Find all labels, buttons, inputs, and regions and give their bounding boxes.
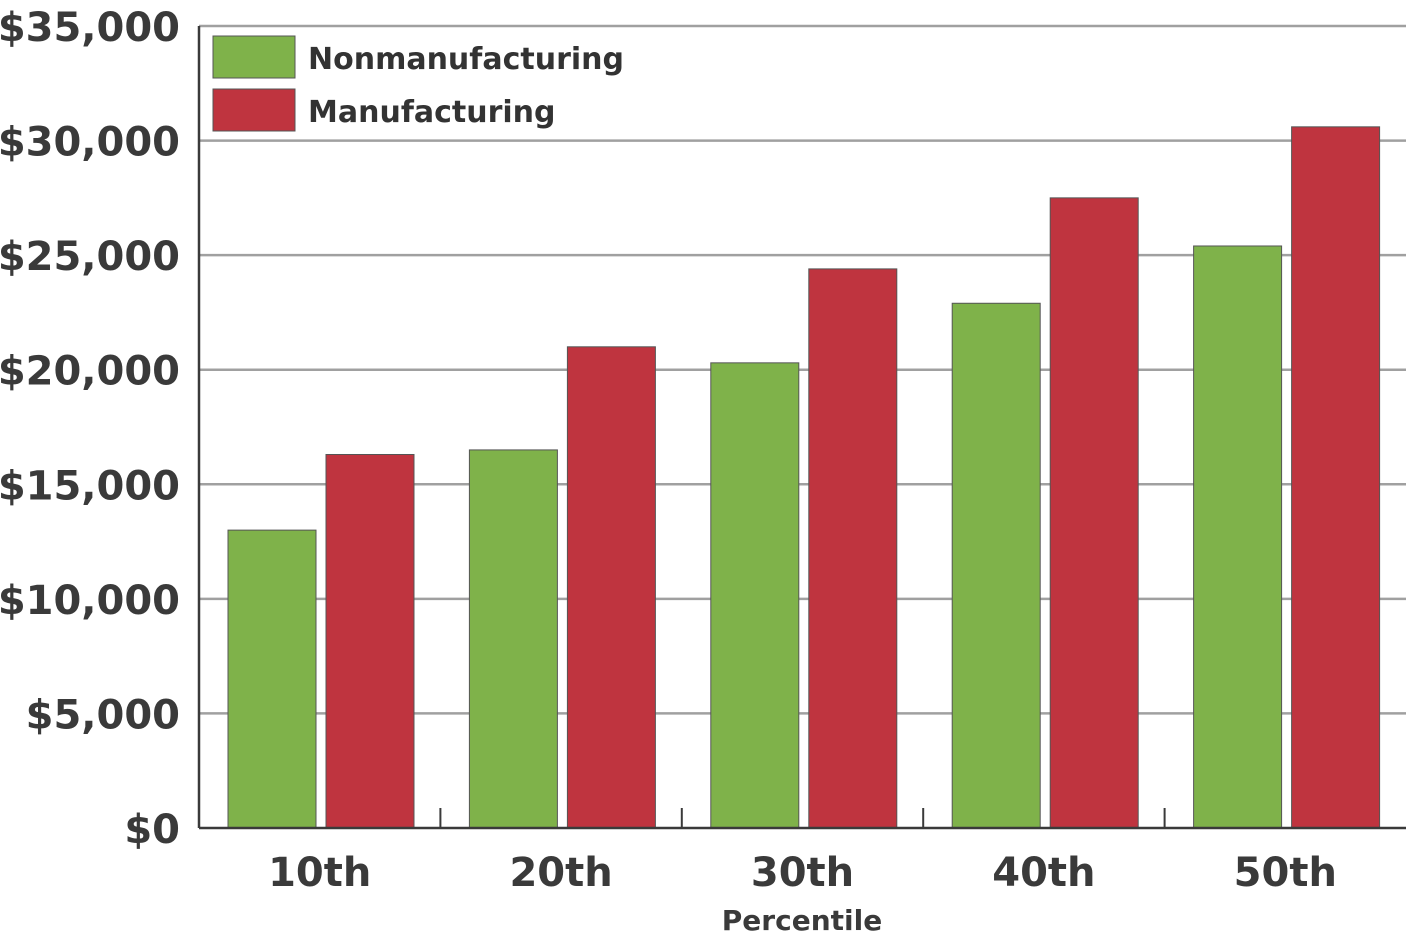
axes: [197, 26, 1406, 830]
bar-nonmanufacturing-40th: [951, 302, 1041, 829]
bars: [227, 126, 1381, 829]
x-tick-label: 20th: [509, 850, 612, 896]
legend-swatch-manufacturing: [212, 88, 296, 132]
y-tick-label: $10,000: [0, 578, 180, 624]
legend-label-manufacturing: Manufacturing: [308, 95, 556, 130]
legend-label-nonmanufacturing: Nonmanufacturing: [308, 42, 624, 77]
y-tick-label: $0: [124, 807, 180, 853]
legend-swatch-nonmanufacturing: [212, 35, 296, 79]
y-tick-label: $20,000: [0, 349, 180, 395]
x-tick-label: 50th: [1234, 850, 1337, 896]
x-tick-label: 30th: [751, 850, 854, 896]
x-axis-label: Percentile: [722, 904, 882, 937]
x-axis-tick-labels: 10th 20th 30th 40th 50th: [268, 850, 1337, 896]
bar-nonmanufacturing-50th: [1193, 245, 1283, 829]
bar-manufacturing-30th: [808, 268, 898, 829]
y-tick-label: $35,000: [0, 5, 180, 51]
bar-nonmanufacturing-10th: [227, 529, 317, 829]
bar-manufacturing-40th: [1049, 197, 1139, 829]
y-axis-tick-labels: $0 $5,000 $10,000 $15,000 $20,000 $25,000 $30,…: [0, 5, 180, 853]
bar-manufacturing-50th: [1291, 126, 1381, 829]
y-tick-label: $25,000: [0, 234, 180, 280]
bar-nonmanufacturing-20th: [468, 449, 558, 829]
y-tick-label: $30,000: [0, 120, 180, 166]
y-tick-label: $15,000: [0, 463, 180, 509]
x-tick-label: 40th: [992, 850, 1095, 896]
bar-manufacturing-20th: [566, 346, 656, 829]
legend: Nonmanufacturing Manufacturing: [212, 35, 624, 132]
x-tick-label: 10th: [268, 850, 371, 896]
bar-nonmanufacturing-30th: [710, 362, 800, 829]
bar-manufacturing-10th: [325, 453, 415, 829]
y-tick-label: $5,000: [26, 692, 180, 738]
